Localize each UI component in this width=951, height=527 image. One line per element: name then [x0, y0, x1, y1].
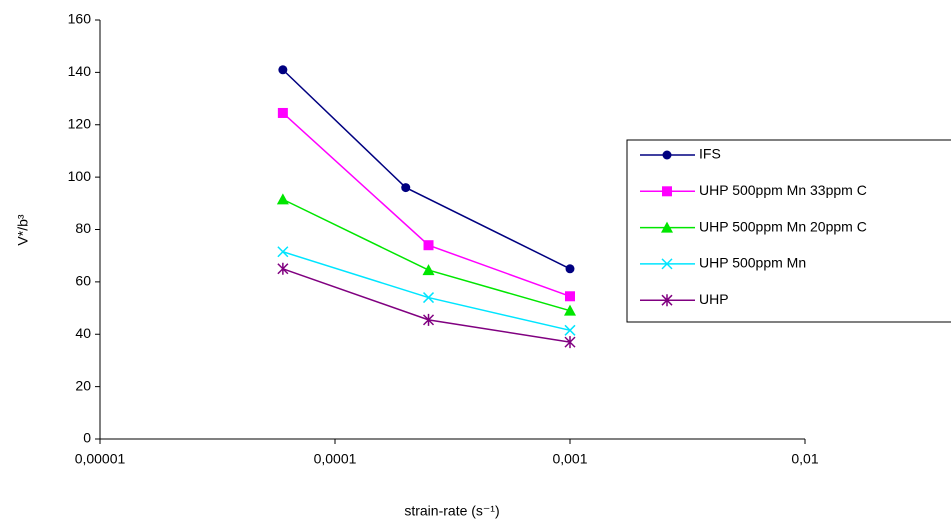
marker [564, 304, 576, 316]
marker [564, 336, 576, 349]
series-line [282, 268, 571, 343]
y-tick-label: 100 [68, 168, 92, 184]
marker [661, 294, 673, 307]
x-axis-label: strain-rate (s⁻¹) [404, 503, 499, 519]
marker [564, 324, 576, 336]
marker [422, 292, 435, 304]
series-line [282, 69, 571, 270]
legend-label: IFS [699, 146, 721, 162]
marker [661, 258, 673, 270]
y-tick-label: 60 [75, 273, 91, 289]
marker [565, 291, 575, 302]
x-tick-label: 0,0001 [314, 451, 357, 467]
marker [276, 193, 289, 205]
y-tick-label: 40 [75, 325, 91, 341]
marker [277, 246, 289, 258]
marker [401, 183, 411, 193]
x-tick-label: 0,00001 [75, 451, 126, 467]
marker [277, 262, 289, 275]
marker [277, 107, 288, 118]
y-tick-label: 140 [68, 63, 92, 79]
legend-label: UHP 500ppm Mn 20ppm C [699, 218, 867, 234]
marker [423, 240, 434, 251]
series-line [282, 198, 571, 312]
y-tick-label: 20 [75, 377, 91, 393]
legend-box [626, 139, 951, 323]
y-tick-label: 80 [75, 220, 91, 236]
marker [422, 264, 435, 276]
y-axis-label: V*/b³ [15, 214, 31, 245]
legend-label: UHP [699, 291, 729, 307]
y-tick-label: 0 [83, 430, 91, 446]
marker [565, 264, 575, 274]
marker [661, 221, 673, 233]
legend-label: UHP 500ppm Mn 33ppm C [699, 182, 867, 198]
y-tick-label: 160 [68, 11, 92, 27]
marker [278, 65, 288, 75]
x-tick-label: 0,01 [791, 451, 818, 467]
legend-label: UHP 500ppm Mn [699, 255, 806, 271]
y-tick-label: 120 [68, 115, 92, 131]
marker [422, 313, 435, 326]
x-tick-label: 0,001 [552, 451, 587, 467]
marker [662, 186, 672, 197]
marker [662, 150, 672, 160]
